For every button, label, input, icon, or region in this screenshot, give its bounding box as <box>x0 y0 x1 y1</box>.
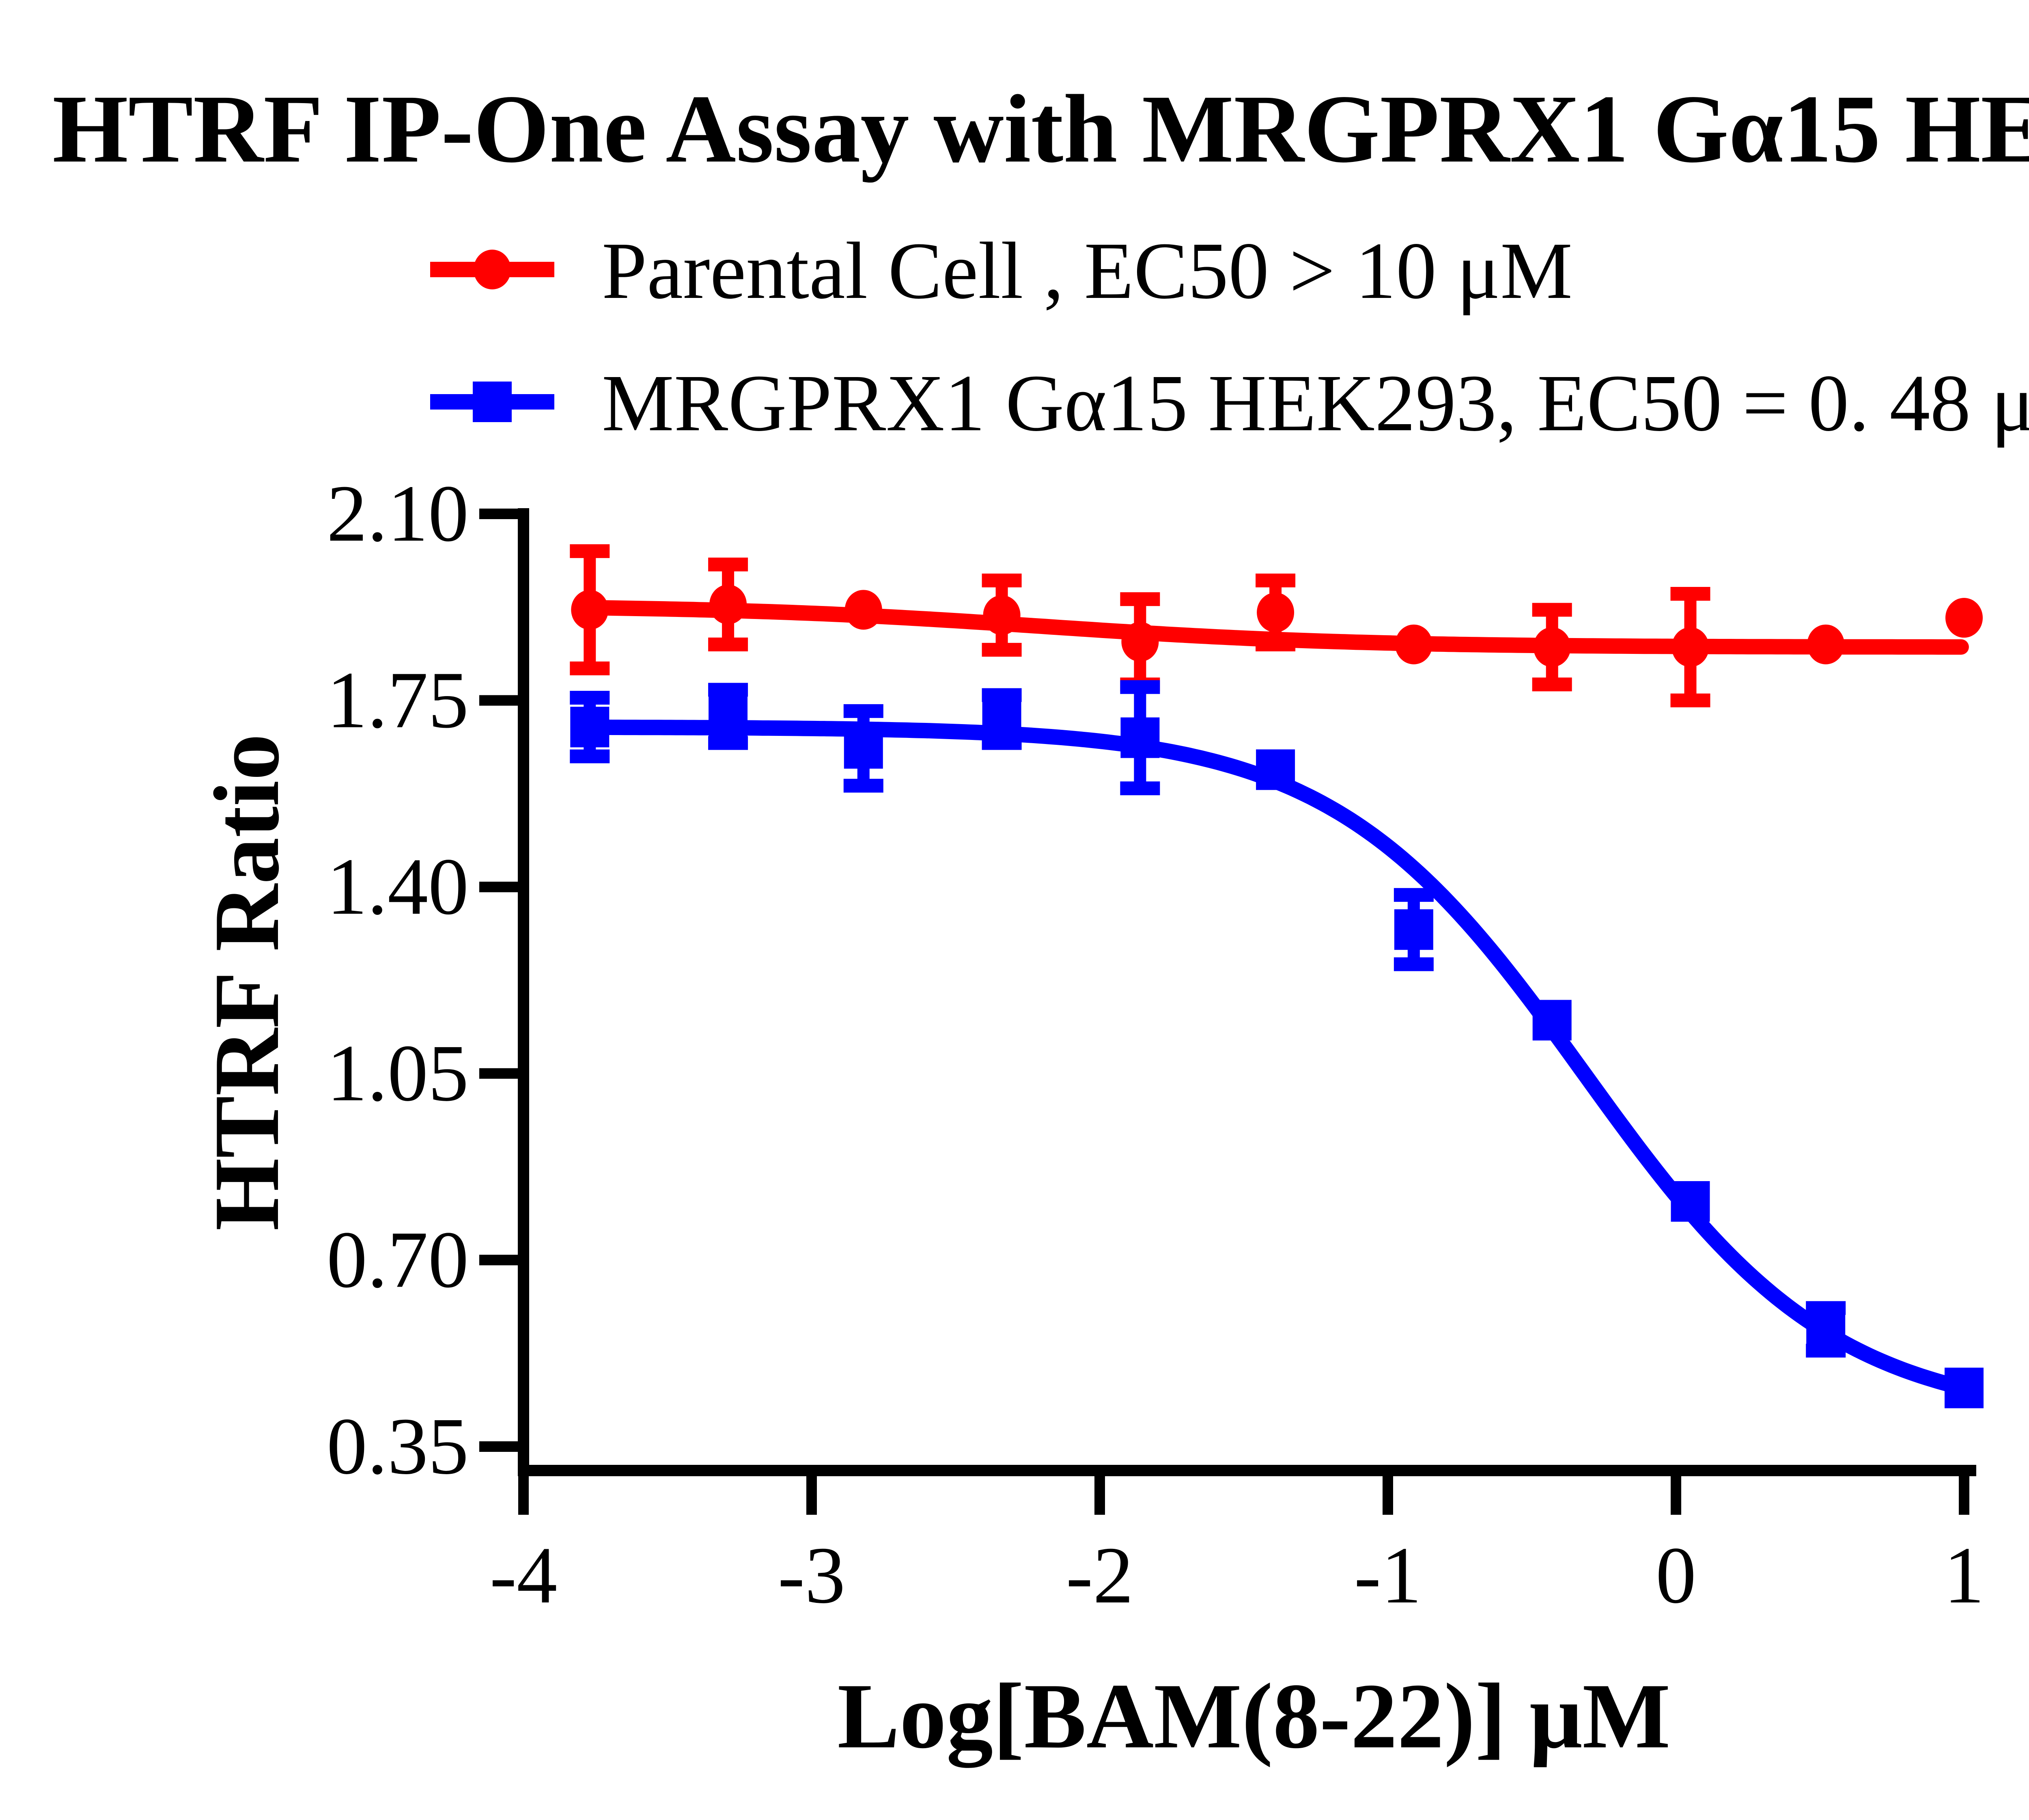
legend-circle-icon <box>474 250 511 289</box>
x-axis-title: Log[BAM(8-22)] μM <box>838 1664 1671 1768</box>
legend-square-icon <box>473 382 512 422</box>
parental-data-point <box>844 590 882 630</box>
parental-data-point <box>571 590 609 630</box>
y-axis-title: HTRF Ratio <box>195 734 298 1231</box>
chart-title: HTRF IP-One Assay with MRGPRX1 Gα15 HEK2… <box>52 75 2029 183</box>
parental-data-point <box>1945 598 1983 638</box>
mrgprx1-data-point <box>1945 1367 1984 1408</box>
x-tick-label: -4 <box>490 1531 558 1620</box>
series-markers <box>570 584 1984 1408</box>
parental-data-point <box>1533 627 1571 667</box>
x-tick-label: 0 <box>1656 1531 1696 1620</box>
y-tick-labels: 2.10 1.75 1.40 1.05 0.70 0.35 <box>327 469 469 1491</box>
mrgprx1-data-point <box>1532 1000 1572 1041</box>
mrgprx1-data-point <box>982 699 1021 740</box>
legend-markers <box>430 250 554 422</box>
mrgprx1-data-point <box>1394 909 1433 950</box>
y-tick-label: 0.35 <box>327 1402 469 1491</box>
x-tick-label: -2 <box>1066 1531 1134 1620</box>
legend-label-parental: Parental Cell , EC50 > 10 μM <box>602 226 1572 316</box>
y-tick-label: 1.40 <box>327 842 469 932</box>
mrgprx1-data-point <box>1120 717 1160 758</box>
legend: Parental Cell , EC50 > 10 μM MRGPRX1 Gα1… <box>430 226 2029 448</box>
mrgprx1-data-point <box>570 707 610 748</box>
mrgprx1-data-point <box>1806 1309 1846 1350</box>
series-curves <box>582 600 1969 1395</box>
plot-axes <box>479 508 1976 1515</box>
series-error-bars <box>570 544 1846 1358</box>
mrgprx1-data-point <box>709 696 748 737</box>
parental-data-point <box>709 584 747 625</box>
mrgprx1-data-point <box>1256 749 1295 790</box>
parental-data-point <box>1807 624 1845 664</box>
parental-data-point <box>1671 627 1709 667</box>
x-tick-label: -1 <box>1354 1531 1422 1620</box>
x-tick-labels: -4 -3 -2 -1 0 1 <box>490 1531 1984 1620</box>
parental-data-point <box>1121 622 1159 662</box>
mrgprx1-fit-curve <box>582 719 1969 1395</box>
x-tick-label: -3 <box>778 1531 846 1620</box>
parental-data-point <box>1257 592 1295 632</box>
mrgprx1-data-point <box>844 728 883 769</box>
parental-data-point <box>1395 624 1432 664</box>
x-tick-label: 1 <box>1944 1531 1984 1620</box>
y-tick-label: 1.05 <box>327 1029 469 1118</box>
legend-label-mrgprx1: MRGPRX1 Gα15 HEK293, EC50 = 0. 48 μM <box>602 358 2029 448</box>
parental-data-point <box>983 595 1021 635</box>
y-tick-label: 1.75 <box>327 656 469 745</box>
y-tick-label: 0.70 <box>327 1215 469 1305</box>
y-tick-label: 2.10 <box>327 469 469 559</box>
mrgprx1-data-point <box>1671 1181 1710 1222</box>
